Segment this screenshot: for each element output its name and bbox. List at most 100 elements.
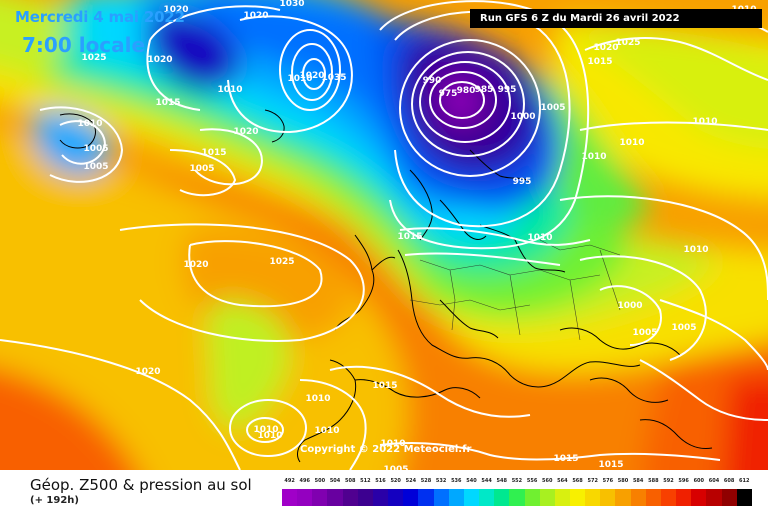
isobar-label: 1010 xyxy=(527,233,552,243)
copyright-text: Copyright © 2022 Meteociel.fr xyxy=(300,444,472,455)
scale-label: 568 xyxy=(572,478,583,484)
scale-swatch xyxy=(418,489,434,506)
scale-label: 516 xyxy=(375,478,386,484)
scale-label: 520 xyxy=(390,478,401,484)
isobar-label: 985 xyxy=(475,85,494,95)
isobar-label: 1025 xyxy=(269,257,294,267)
scale-label: 500 xyxy=(314,478,326,484)
isobar-label: 1015 xyxy=(397,232,422,242)
isobar-label: 1015 xyxy=(598,460,623,470)
scale-swatch xyxy=(691,489,707,506)
color-scale-labels: 492 496 500 504 508 512 516 520 524 528 532 536 540 5… xyxy=(282,478,752,488)
scale-swatch xyxy=(706,489,722,506)
scale-swatch xyxy=(312,489,328,506)
isobar-label: 1005 xyxy=(83,162,108,172)
scale-swatch xyxy=(448,489,464,506)
scale-swatch xyxy=(736,489,752,506)
scale-label: 556 xyxy=(526,478,538,484)
isobar-label: 1005 xyxy=(671,323,696,333)
scale-label: 532 xyxy=(435,478,447,484)
isobar-label: 975 xyxy=(439,89,458,99)
scale-swatch xyxy=(509,489,525,506)
color-scale: 492 496 500 504 508 512 516 520 524 528 532 536 540 5… xyxy=(282,478,752,506)
geopotential-field xyxy=(0,0,768,470)
isobar-label: 1015 xyxy=(553,454,578,464)
scale-swatch xyxy=(676,489,692,506)
scale-swatch xyxy=(524,489,540,506)
isobar-label: 1025 xyxy=(81,53,106,63)
scale-swatch xyxy=(282,489,298,506)
isobar-label: 1030 xyxy=(279,0,304,9)
scale-swatch xyxy=(388,489,404,506)
isobar-label: 1005 xyxy=(83,144,108,154)
scale-swatch xyxy=(554,489,570,506)
scale-swatch xyxy=(479,489,495,506)
isobar-label: 1020 xyxy=(163,5,188,15)
scale-label: 612 xyxy=(739,478,750,484)
isobar-label: 1010 xyxy=(683,245,708,255)
scale-label: 592 xyxy=(663,478,674,484)
isobar-label: 1010 xyxy=(217,85,242,95)
isobar-label: 1015 xyxy=(201,148,226,158)
isobar-label: 1005 xyxy=(540,103,565,113)
scale-swatch xyxy=(357,489,373,506)
scale-label: 492 xyxy=(284,478,295,484)
isobar-label: 1010 xyxy=(380,439,405,449)
isobar-label: 1005 xyxy=(632,328,657,338)
isobar-label: 1020 xyxy=(593,43,618,53)
isobar-label: 1020 xyxy=(299,71,324,81)
scale-label: 552 xyxy=(511,478,523,484)
scale-label: 564 xyxy=(557,478,568,484)
isobar-labels: 1010 1020 1020 1030 1025 1020 1015 1010 1010 1020… xyxy=(77,0,756,470)
isobar-label: 1020 xyxy=(243,11,268,21)
legend-title: Géop. Z500 & pression au sol xyxy=(30,476,252,494)
scale-label: 560 xyxy=(542,478,553,484)
isobar-label: 1005 xyxy=(383,465,408,470)
scale-swatch xyxy=(327,489,343,506)
isobar-label: 1000 xyxy=(617,301,642,311)
scale-label: 528 xyxy=(420,478,432,484)
scale-swatch xyxy=(615,489,631,506)
isobar-label: 980 xyxy=(457,86,476,96)
map-canvas: 1010 1020 1020 1030 1025 1020 1015 1010 1010 1020… xyxy=(0,0,768,470)
scale-label: 536 xyxy=(451,478,462,484)
scale-swatch xyxy=(645,489,661,506)
forecast-date: Mercredi 4 mai 2022 xyxy=(15,8,185,26)
isobar-label: 1010 xyxy=(314,426,339,436)
scale-label: 548 xyxy=(496,478,507,484)
color-scale-bar xyxy=(282,489,752,506)
scale-label: 584 xyxy=(632,478,644,484)
scale-label: 604 xyxy=(708,478,720,484)
isobar-label: 1015 xyxy=(155,98,180,108)
scale-swatch xyxy=(660,489,677,506)
scale-swatch xyxy=(585,489,601,506)
scale-swatch xyxy=(433,489,449,506)
isobar-label: 1010 xyxy=(305,394,330,404)
isobar-label: 1020 xyxy=(135,367,160,377)
isobar-label: 990 xyxy=(423,76,442,86)
scale-label: 504 xyxy=(329,478,341,484)
scale-swatch xyxy=(463,489,480,506)
scale-swatch xyxy=(630,489,646,506)
isobar-label: 1035 xyxy=(321,73,346,83)
scale-label: 608 xyxy=(723,478,735,484)
scale-label: 588 xyxy=(648,478,659,484)
scale-label: 512 xyxy=(360,478,371,484)
isobar-label: 995 xyxy=(513,177,532,187)
legend-subtitle: (+ 192h) xyxy=(30,495,79,506)
coastlines xyxy=(59,109,713,463)
scale-label: 596 xyxy=(678,478,689,484)
forecast-time: 7:00 locale xyxy=(22,33,146,57)
scale-label: 540 xyxy=(466,478,477,484)
scale-label: 508 xyxy=(344,478,356,484)
scale-swatch xyxy=(569,489,586,506)
isobars xyxy=(0,0,768,470)
isobar-label: 1010 xyxy=(257,431,282,441)
isobar-label: 1015 xyxy=(372,381,397,391)
isobar-label: 1020 xyxy=(183,260,208,270)
isobar-label: 1020 xyxy=(147,55,172,65)
scale-label: 572 xyxy=(587,478,598,484)
isobar-label: 1020 xyxy=(233,127,258,137)
isobar-label: 1010 xyxy=(77,119,102,129)
